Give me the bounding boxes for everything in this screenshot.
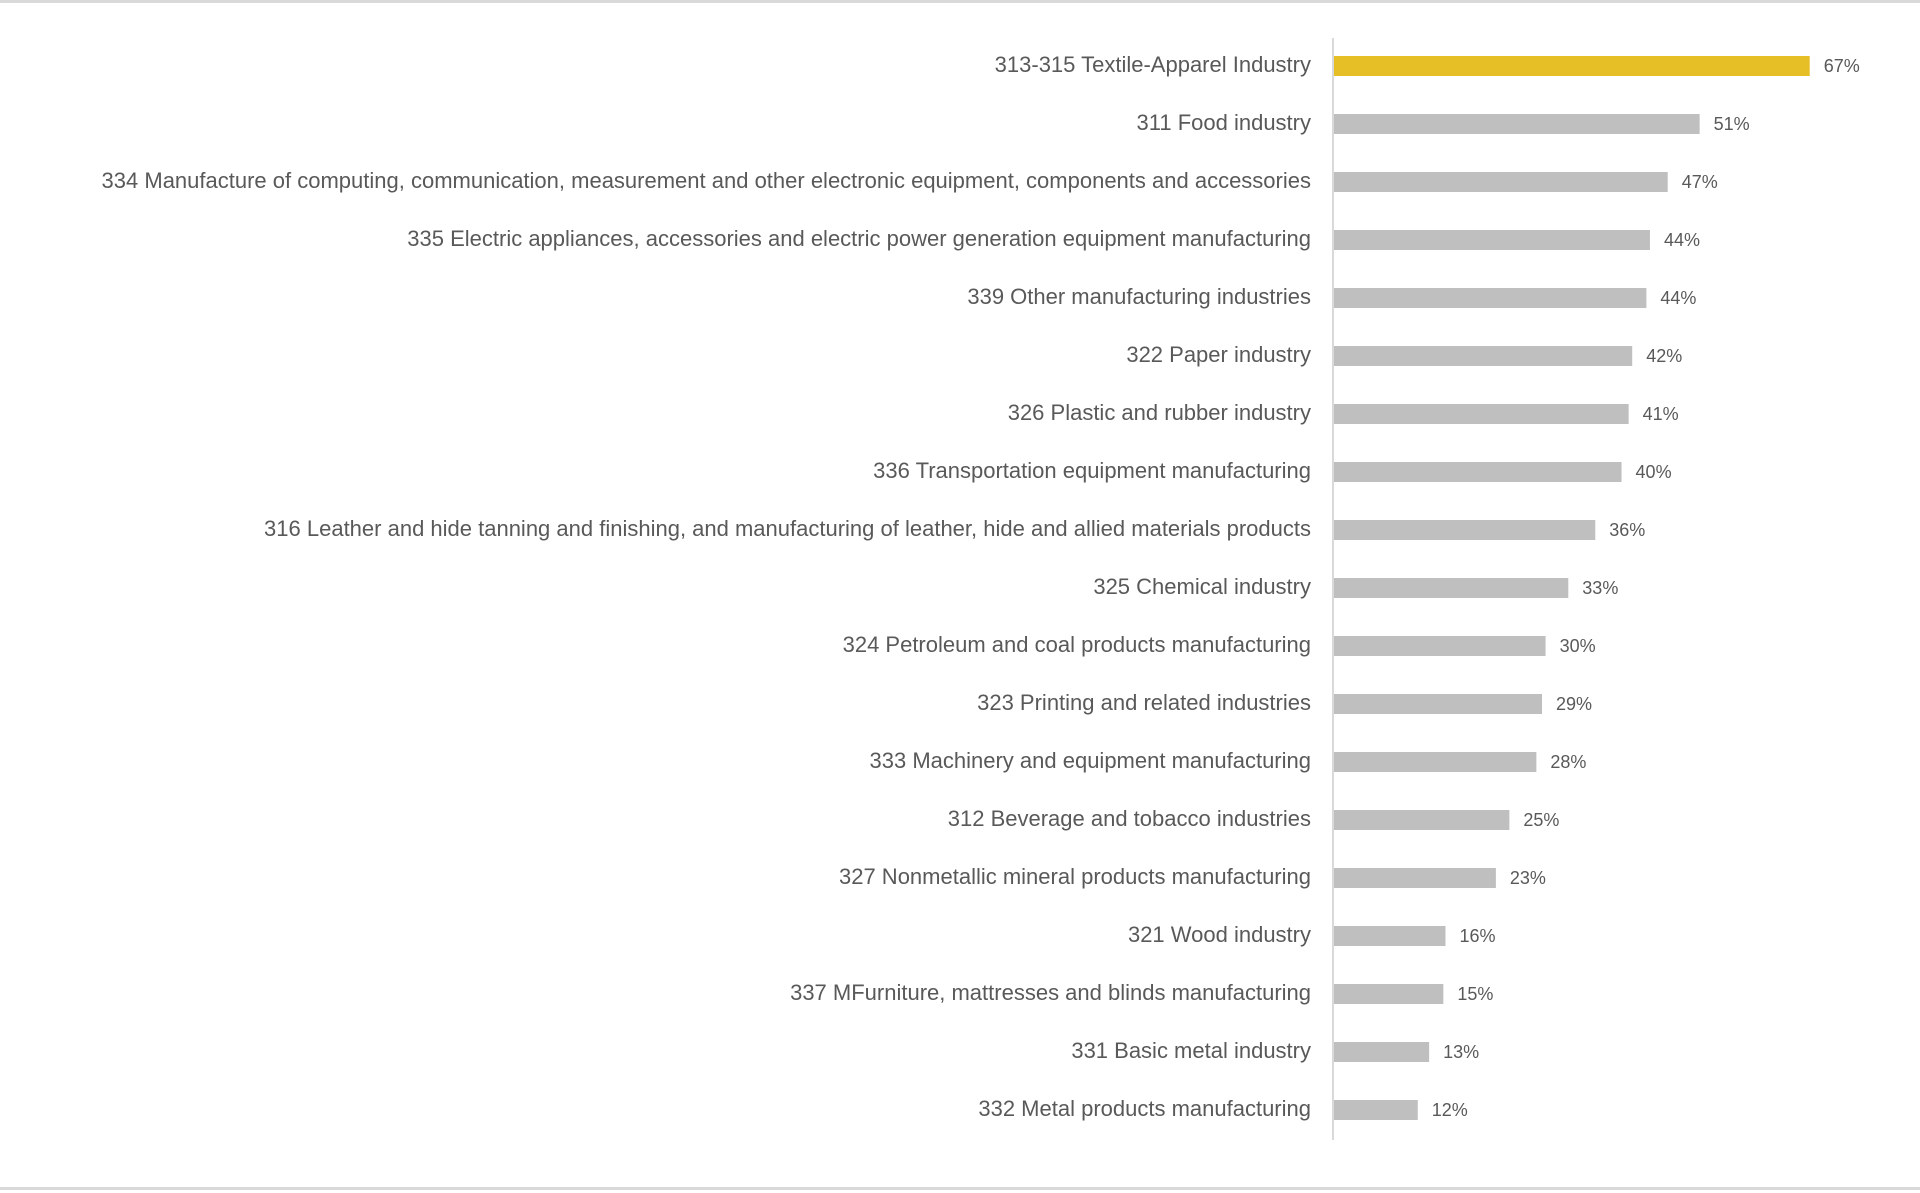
value-label: 16%	[1459, 926, 1495, 946]
value-label: 30%	[1560, 636, 1596, 656]
bar	[1334, 404, 1629, 424]
category-label: 312 Beverage and tobacco industries	[948, 806, 1311, 831]
value-label: 28%	[1550, 752, 1586, 772]
category-label: 323 Printing and related industries	[977, 690, 1311, 715]
bar	[1334, 694, 1543, 714]
category-label: 326 Plastic and rubber industry	[1008, 400, 1311, 425]
value-label: 29%	[1556, 694, 1592, 714]
category-label: 332 Metal products manufacturing	[978, 1096, 1311, 1121]
category-label: 333 Machinery and equipment manufacturin…	[870, 748, 1312, 773]
category-label: 327 Nonmetallic mineral products manufac…	[839, 864, 1311, 889]
value-label: 51%	[1714, 114, 1750, 134]
bar	[1334, 288, 1647, 308]
value-label: 13%	[1443, 1042, 1479, 1062]
category-label: 311 Food industry	[1137, 110, 1311, 135]
bar	[1334, 1100, 1418, 1120]
value-label: 40%	[1636, 462, 1672, 482]
category-label: 324 Petroleum and coal products manufact…	[843, 632, 1311, 657]
bar	[1334, 520, 1596, 540]
value-label: 25%	[1523, 810, 1559, 830]
bars-group: 313-315 Textile-Apparel Industry 67% 311 F…	[102, 52, 1860, 1121]
bar	[1334, 346, 1633, 366]
category-label: 322 Paper industry	[1126, 342, 1311, 367]
bar	[1334, 230, 1650, 250]
highlighted-bar	[1334, 56, 1810, 76]
bar	[1334, 810, 1510, 830]
value-label: 15%	[1457, 984, 1493, 1004]
bar-chart: 313-315 Textile-Apparel Industry 67% 311 F…	[102, 38, 1860, 1140]
bar	[1334, 984, 1444, 1004]
bar	[1334, 926, 1446, 946]
bar	[1334, 636, 1546, 656]
value-label: 44%	[1660, 288, 1696, 308]
category-label: 313-315 Textile-Apparel Industry	[995, 52, 1311, 77]
bar	[1334, 114, 1700, 134]
bar	[1334, 1042, 1430, 1062]
bar	[1334, 462, 1622, 482]
value-label: 36%	[1609, 520, 1645, 540]
bar	[1334, 172, 1668, 192]
value-label: 41%	[1643, 404, 1679, 424]
value-label: 42%	[1646, 346, 1682, 366]
value-label: 23%	[1510, 868, 1546, 888]
category-label: 331 Basic metal industry	[1071, 1038, 1311, 1063]
bar	[1334, 752, 1537, 772]
value-label: 67%	[1824, 56, 1860, 76]
category-label: 334 Manufacture of computing, communicat…	[102, 168, 1311, 193]
value-label: 47%	[1682, 172, 1718, 192]
value-label: 44%	[1664, 230, 1700, 250]
category-label: 336 Transportation equipment manufacturi…	[873, 458, 1311, 483]
category-label: 316 Leather and hide tanning and finishi…	[264, 516, 1311, 541]
category-label: 337 MFurniture, mattresses and blinds ma…	[790, 980, 1311, 1005]
value-label: 12%	[1432, 1100, 1468, 1120]
value-label: 33%	[1582, 578, 1618, 598]
category-label: 325 Chemical industry	[1093, 574, 1311, 599]
bar	[1334, 868, 1496, 888]
bar	[1334, 578, 1569, 598]
category-label: 339 Other manufacturing industries	[967, 284, 1311, 309]
category-label: 321 Wood industry	[1128, 922, 1311, 947]
category-label: 335 Electric appliances, accessories and…	[407, 226, 1311, 251]
